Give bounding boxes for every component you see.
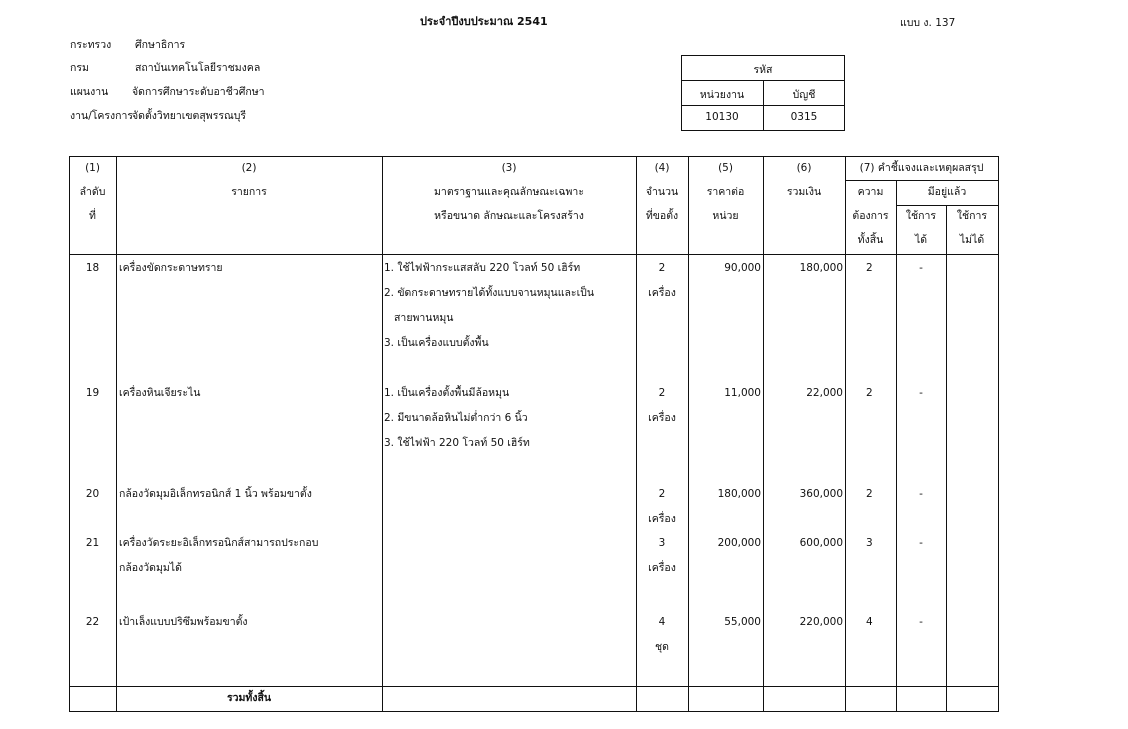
col6-label: รวมเงิน [786,186,822,198]
col6-number: (6) [796,162,812,174]
item-spec-line: 2. ขัดกระดาษทรายได้ทั้งแบบจานหมุนและเป็น [384,287,594,299]
col3-number: (3) [501,162,517,174]
total-amount: 220,000 [799,616,843,628]
unit-price: 180,000 [717,488,761,500]
quantity: 2 [658,262,666,274]
required-count: 2 [866,262,873,274]
row-number: 19 [85,387,100,399]
usable-count: - [919,387,923,399]
usable-count: - [919,537,923,549]
quantity-unit: เครื่อง [648,513,676,525]
project-label: งาน/โครงการ [70,110,134,122]
item-name: เครื่องขัดกระดาษทราย [119,262,223,274]
quantity: 2 [658,387,666,399]
quantity: 3 [658,537,666,549]
col2-label: รายการ [231,186,267,198]
ministry-value: ศึกษาธิการ [135,39,186,51]
usable-count: - [919,488,923,500]
usable-count: - [919,616,923,628]
item-name: เป้าเล็งแบบปริซึมพร้อมขาตั้ง [119,616,248,628]
col7-usable-label-1: ใช้การ [905,210,937,222]
ministry-label: กระทรวง [70,39,112,51]
row-number: 18 [85,262,100,274]
project-value: จัดตั้งวิทยาเขตสุพรรณบุรี [132,110,247,122]
item-spec-line: สายพานหมุน [384,312,454,324]
form-code: แบบ ง. 137 [900,17,956,29]
required-count: 3 [866,537,873,549]
col7-title: (7) คำชี้แจงและเหตุผลสรุป [859,162,984,174]
quantity-unit: ชุด [655,641,669,653]
required-count: 4 [866,616,873,628]
quantity-unit: เครื่อง [648,562,676,574]
col4-number: (4) [654,162,670,174]
total-amount: 600,000 [799,537,843,549]
quantity: 4 [658,616,666,628]
code-account-value: 0315 [790,111,818,123]
col2-number: (2) [241,162,257,174]
col1-label-2: ที่ [89,210,96,222]
col5-label-2: หน่วย [712,210,739,222]
code-account-label: บัญชี [792,89,816,101]
col7-need-label-1: ความ [857,186,884,198]
col7-unusable-label-2: ไม่ได้ [959,234,985,246]
code-title: รหัส [753,64,773,76]
item-name: กล้องวัดมุมได้ [119,562,182,574]
col1-label: ลำดับ [79,186,106,198]
required-count: 2 [866,488,873,500]
usable-count: - [919,262,923,274]
plan-label: แผนงาน [70,86,109,98]
unit-price: 55,000 [724,616,761,628]
document-title: ประจำปีงบประมาณ 2541 [420,15,548,28]
unit-price: 200,000 [717,537,761,549]
col5-label-1: ราคาต่อ [706,186,745,198]
col5-number: (5) [718,162,733,174]
col7-need-label-3: ทั้งสิ้น [857,234,884,246]
col7-usable-label-2: ได้ [914,234,928,246]
item-name: กล้องวัดมุมอิเล็กทรอนิกส์ 1 นิ้ว พร้อมขา… [119,488,312,500]
col4-label-2: ที่ขอตั้ง [645,210,679,222]
col7-have-label: มีอยู่แล้ว [927,186,967,198]
col7-need-label-2: ต้องการ [852,210,889,222]
total-label: รวมทั้งสิ้น [226,692,272,704]
department-value: สถาบันเทคโนโลยีราชมงคล [135,62,261,74]
col7-unusable-label-1: ใช้การ [956,210,988,222]
row-number: 20 [85,488,100,500]
quantity-unit: เครื่อง [648,412,676,424]
department-label: กรม [70,62,89,74]
code-unit-label: หน่วยงาน [699,89,745,101]
quantity: 2 [658,488,666,500]
row-number: 22 [85,616,100,628]
col4-label-1: จำนวน [645,186,679,198]
item-spec-line: 2. มีขนาดล้อหินไม่ต่ำกว่า 6 นิ้ว [384,412,528,424]
total-amount: 22,000 [806,387,843,399]
row-number: 21 [85,537,100,549]
required-count: 2 [866,387,873,399]
unit-price: 90,000 [724,262,761,274]
quantity-unit: เครื่อง [648,287,676,299]
item-spec-line: 1. ใช้ไฟฟ้ากระแสสลับ 220 โวลท์ 50 เฮิร์ท [384,262,581,274]
col3-label-1: มาตราฐานและคุณลักษณะเฉพาะ [434,186,584,198]
item-spec-line: 3. ใช้ไฟฟ้า 220 โวลท์ 50 เฮิร์ท [384,437,530,449]
total-amount: 360,000 [799,488,843,500]
item-name: เครื่องวัดระยะอิเล็กทรอนิกส์สามารถประกอบ [119,537,319,549]
plan-value: จัดการศึกษาระดับอาชีวศึกษา [132,86,265,98]
item-name: เครื่องหินเจียระไน [119,387,201,399]
col1-number: (1) [85,162,100,174]
code-unit-value: 10130 [705,111,739,123]
item-spec-line: 1. เป็นเครื่องตั้งพื้นมีล้อหมุน [384,387,510,399]
total-amount: 180,000 [799,262,843,274]
col3-label-2: หรือขนาด ลักษณะและโครงสร้าง [434,210,584,222]
item-spec-line: 3. เป็นเครื่องแบบตั้งพื้น [384,337,489,349]
unit-price: 11,000 [724,387,761,399]
